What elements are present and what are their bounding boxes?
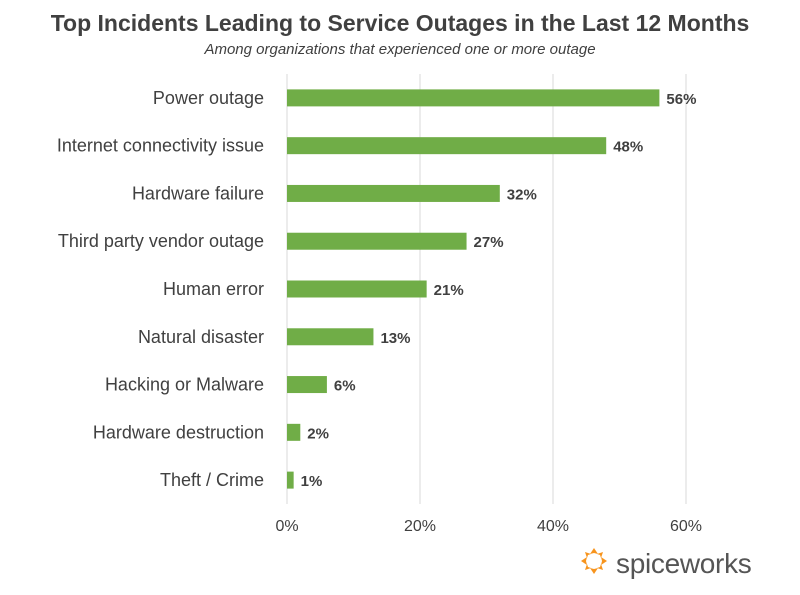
bar — [287, 280, 427, 298]
bar — [287, 423, 301, 441]
x-tick-label: 0% — [275, 518, 298, 535]
value-label: 13% — [380, 330, 410, 347]
value-label: 6% — [334, 378, 356, 395]
category-label: Third party vendor outage — [58, 231, 264, 251]
value-label: 21% — [434, 282, 464, 299]
category-label: Theft / Crime — [160, 470, 264, 490]
bar — [287, 184, 500, 202]
value-label: 27% — [474, 234, 504, 251]
category-label: Human error — [163, 279, 264, 299]
chart-subtitle: Among organizations that experienced one… — [204, 41, 596, 58]
bar — [287, 137, 607, 155]
value-label: 56% — [666, 91, 696, 108]
bar — [287, 471, 294, 489]
bar — [287, 232, 467, 250]
category-label: Internet connectivity issue — [57, 136, 264, 156]
bar — [287, 328, 374, 346]
value-label: 1% — [301, 473, 323, 490]
bar — [287, 89, 660, 107]
x-tick-label: 20% — [404, 518, 436, 535]
category-label: Hardware destruction — [93, 422, 264, 442]
spiceworks-logo-icon — [578, 545, 610, 582]
x-tick-label: 60% — [670, 518, 702, 535]
value-label: 2% — [307, 425, 329, 442]
category-label: Natural disaster — [138, 327, 264, 347]
category-label: Hacking or Malware — [105, 375, 264, 395]
category-label: Hardware failure — [132, 183, 264, 203]
category-label: Power outage — [153, 88, 264, 108]
value-label: 32% — [507, 186, 537, 203]
spiceworks-logo-text: spiceworks — [616, 547, 752, 579]
value-label: 48% — [613, 139, 643, 156]
bar — [287, 376, 327, 394]
spiceworks-logo: spiceworks — [578, 545, 752, 582]
chart-title: Top Incidents Leading to Service Outages… — [50, 10, 750, 36]
x-tick-label: 40% — [537, 518, 569, 535]
